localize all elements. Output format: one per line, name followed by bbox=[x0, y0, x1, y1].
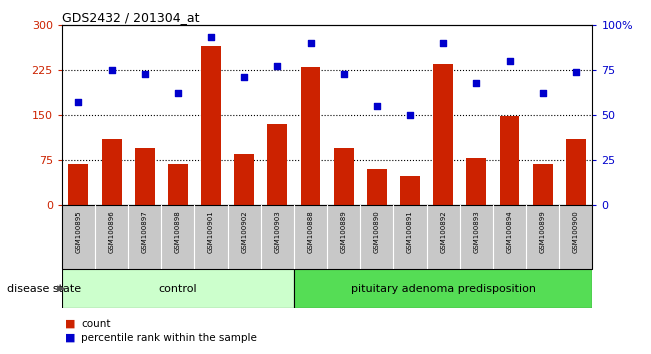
Point bbox=[73, 99, 83, 105]
Text: ►: ► bbox=[57, 282, 66, 295]
Text: percentile rank within the sample: percentile rank within the sample bbox=[81, 333, 257, 343]
Text: disease state: disease state bbox=[7, 284, 81, 293]
Text: GSM100893: GSM100893 bbox=[473, 210, 479, 253]
Text: ■: ■ bbox=[65, 319, 76, 329]
Bar bbox=[234, 154, 254, 205]
Text: GSM100902: GSM100902 bbox=[242, 210, 247, 253]
Bar bbox=[566, 139, 586, 205]
Point bbox=[206, 35, 216, 40]
Point bbox=[372, 103, 382, 109]
Bar bbox=[533, 164, 553, 205]
Text: GSM100898: GSM100898 bbox=[175, 210, 181, 253]
Text: GSM100890: GSM100890 bbox=[374, 210, 380, 253]
Text: GSM100900: GSM100900 bbox=[573, 210, 579, 253]
Point bbox=[471, 80, 482, 85]
Point bbox=[173, 91, 183, 96]
Bar bbox=[268, 124, 287, 205]
Bar bbox=[294, 269, 592, 308]
Bar bbox=[168, 164, 188, 205]
Text: GSM100889: GSM100889 bbox=[340, 210, 347, 253]
Text: GSM100888: GSM100888 bbox=[307, 210, 314, 253]
Text: GSM100894: GSM100894 bbox=[506, 210, 512, 253]
Text: GSM100895: GSM100895 bbox=[76, 210, 81, 253]
Point bbox=[438, 40, 449, 46]
Text: count: count bbox=[81, 319, 111, 329]
Text: ■: ■ bbox=[65, 333, 76, 343]
Bar bbox=[466, 158, 486, 205]
Bar bbox=[499, 116, 519, 205]
Bar bbox=[334, 148, 353, 205]
Text: GSM100892: GSM100892 bbox=[440, 210, 446, 253]
Text: GSM100899: GSM100899 bbox=[540, 210, 546, 253]
Bar bbox=[400, 176, 420, 205]
Bar bbox=[135, 148, 155, 205]
Bar bbox=[62, 269, 294, 308]
Point bbox=[106, 67, 117, 73]
Text: GDS2432 / 201304_at: GDS2432 / 201304_at bbox=[62, 11, 199, 24]
Bar bbox=[301, 67, 320, 205]
Point bbox=[571, 69, 581, 75]
Point bbox=[405, 112, 415, 118]
Point bbox=[305, 40, 316, 46]
Text: control: control bbox=[159, 284, 197, 293]
Point bbox=[139, 71, 150, 76]
Text: GSM100891: GSM100891 bbox=[407, 210, 413, 253]
Bar bbox=[433, 64, 453, 205]
Point bbox=[272, 63, 283, 69]
Bar bbox=[102, 139, 122, 205]
Point bbox=[339, 71, 349, 76]
Text: GSM100901: GSM100901 bbox=[208, 210, 214, 253]
Point bbox=[505, 58, 515, 64]
Text: GSM100897: GSM100897 bbox=[142, 210, 148, 253]
Text: pituitary adenoma predisposition: pituitary adenoma predisposition bbox=[351, 284, 536, 293]
Text: GSM100896: GSM100896 bbox=[109, 210, 115, 253]
Bar bbox=[367, 169, 387, 205]
Text: GSM100903: GSM100903 bbox=[274, 210, 281, 253]
Point bbox=[538, 91, 548, 96]
Bar bbox=[68, 164, 89, 205]
Bar bbox=[201, 46, 221, 205]
Point bbox=[239, 74, 249, 80]
